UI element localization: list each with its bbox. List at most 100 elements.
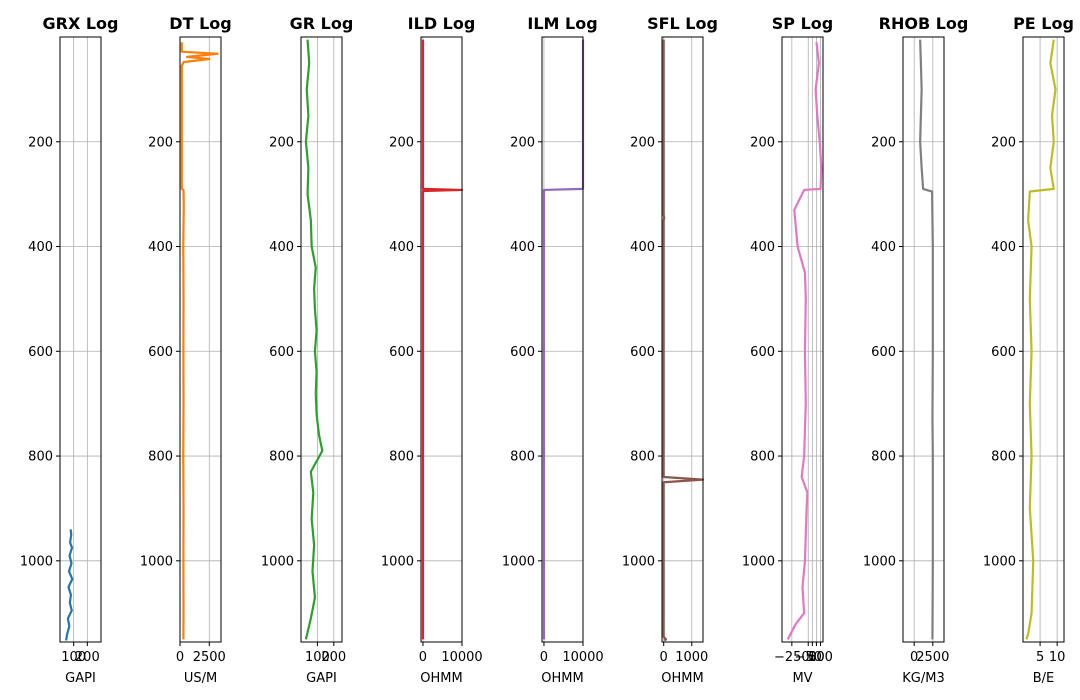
x-axis-label: US/M (184, 671, 217, 686)
log-panel-2: 200 400 600 800 1000 0 2500 DT Log US/M (140, 14, 232, 686)
x-tick-label: 1000 (675, 650, 708, 665)
y-tick-label: 1000 (983, 554, 1016, 569)
x-axis-label: OHMM (661, 671, 703, 686)
x-tick-label: 200 (321, 650, 346, 665)
y-tick-label: 1000 (742, 554, 775, 569)
y-tick-label: 800 (389, 450, 414, 465)
y-tick-label: 400 (750, 240, 775, 255)
y-tick-label: 400 (389, 240, 414, 255)
y-tick-label: 400 (630, 240, 655, 255)
panel-title: PE Log (1013, 14, 1074, 33)
y-tick-label: 600 (871, 345, 896, 360)
y-tick-label: 400 (148, 240, 173, 255)
y-tick-label: 400 (871, 240, 896, 255)
y-tick-label: 400 (28, 240, 53, 255)
log-curve (919, 39, 934, 640)
x-tick-label: 10000 (441, 650, 482, 665)
y-tick-label: 400 (269, 240, 294, 255)
x-axis-label: B/E (1033, 671, 1055, 686)
x-tick-label: 0 (419, 650, 427, 665)
x-tick-label: 5 (1036, 650, 1044, 665)
plot-frame (661, 36, 704, 643)
x-tick-label: −250 (774, 650, 810, 665)
x-tick-label: 0 (910, 650, 918, 665)
y-tick-label: 600 (389, 345, 414, 360)
x-tick-label: 10 (1049, 650, 1066, 665)
y-tick-label: 800 (991, 450, 1016, 465)
plot-frame (902, 36, 945, 643)
panel-title: GR Log (290, 14, 354, 33)
log-curve (542, 39, 585, 640)
x-tick-label: 200 (75, 650, 100, 665)
y-tick-label: 800 (871, 450, 896, 465)
x-tick-label: 0 (540, 650, 548, 665)
panel-title: SP Log (772, 14, 833, 33)
log-curve (65, 529, 74, 641)
y-tick-label: 600 (148, 345, 173, 360)
log-curve (786, 42, 823, 640)
y-tick-label: 1000 (622, 554, 655, 569)
log-curve (1025, 39, 1057, 640)
x-axis-label: OHMM (420, 671, 462, 686)
y-tick-label: 1000 (381, 554, 414, 569)
x-tick-label: 0 (660, 650, 668, 665)
y-tick-label: 800 (148, 450, 173, 465)
y-tick-label: 200 (28, 135, 53, 150)
log-curve (304, 39, 324, 640)
y-tick-label: 200 (269, 135, 294, 150)
log-curve (180, 42, 219, 640)
plot-frame (541, 36, 584, 643)
y-tick-label: 200 (510, 135, 535, 150)
panel-title: ILM Log (527, 14, 597, 33)
panel-title: GRX Log (43, 14, 119, 33)
x-tick-label: 2500 (916, 650, 949, 665)
panel-title: ILD Log (408, 14, 476, 33)
y-tick-label: 800 (510, 450, 535, 465)
y-tick-label: 1000 (20, 554, 53, 569)
x-tick-label: 10000 (562, 650, 603, 665)
y-tick-label: 1000 (502, 554, 535, 569)
y-tick-label: 800 (750, 450, 775, 465)
y-tick-label: 400 (991, 240, 1016, 255)
y-tick-label: 1000 (140, 554, 173, 569)
y-tick-label: 600 (28, 345, 53, 360)
x-tick-label: 0 (808, 650, 816, 665)
log-curve (662, 39, 705, 642)
y-tick-label: 1000 (863, 554, 896, 569)
plot-frame (59, 36, 102, 643)
x-tick-label: 100 (61, 650, 86, 665)
x-axis-label: MV (792, 671, 812, 686)
x-tick-label: −50 (795, 650, 822, 665)
y-tick-label: 800 (28, 450, 53, 465)
y-tick-label: 600 (750, 345, 775, 360)
plot-frame (179, 36, 222, 643)
y-tick-label: 400 (510, 240, 535, 255)
plot-frame (1022, 36, 1065, 643)
panel-title: RHOB Log (879, 14, 969, 33)
y-tick-label: 200 (389, 135, 414, 150)
x-tick-label: 2500 (193, 650, 226, 665)
x-tick-label: 50 (808, 650, 825, 665)
log-panel-6: 200 400 600 800 1000 0 1000 SFL Log OHMM (622, 14, 718, 686)
x-axis-label: GAPI (65, 671, 96, 686)
y-tick-label: 800 (269, 450, 294, 465)
x-axis-label: OHMM (541, 671, 583, 686)
y-tick-label: 200 (630, 135, 655, 150)
panel-title: DT Log (169, 14, 231, 33)
y-tick-label: 200 (148, 135, 173, 150)
panel-title: SFL Log (647, 14, 718, 33)
y-tick-label: 600 (630, 345, 655, 360)
y-tick-label: 600 (269, 345, 294, 360)
y-tick-label: 600 (510, 345, 535, 360)
x-tick-label: 100 (808, 650, 833, 665)
y-tick-label: 200 (991, 135, 1016, 150)
y-tick-label: 1000 (261, 554, 294, 569)
plot-frame (420, 36, 463, 643)
